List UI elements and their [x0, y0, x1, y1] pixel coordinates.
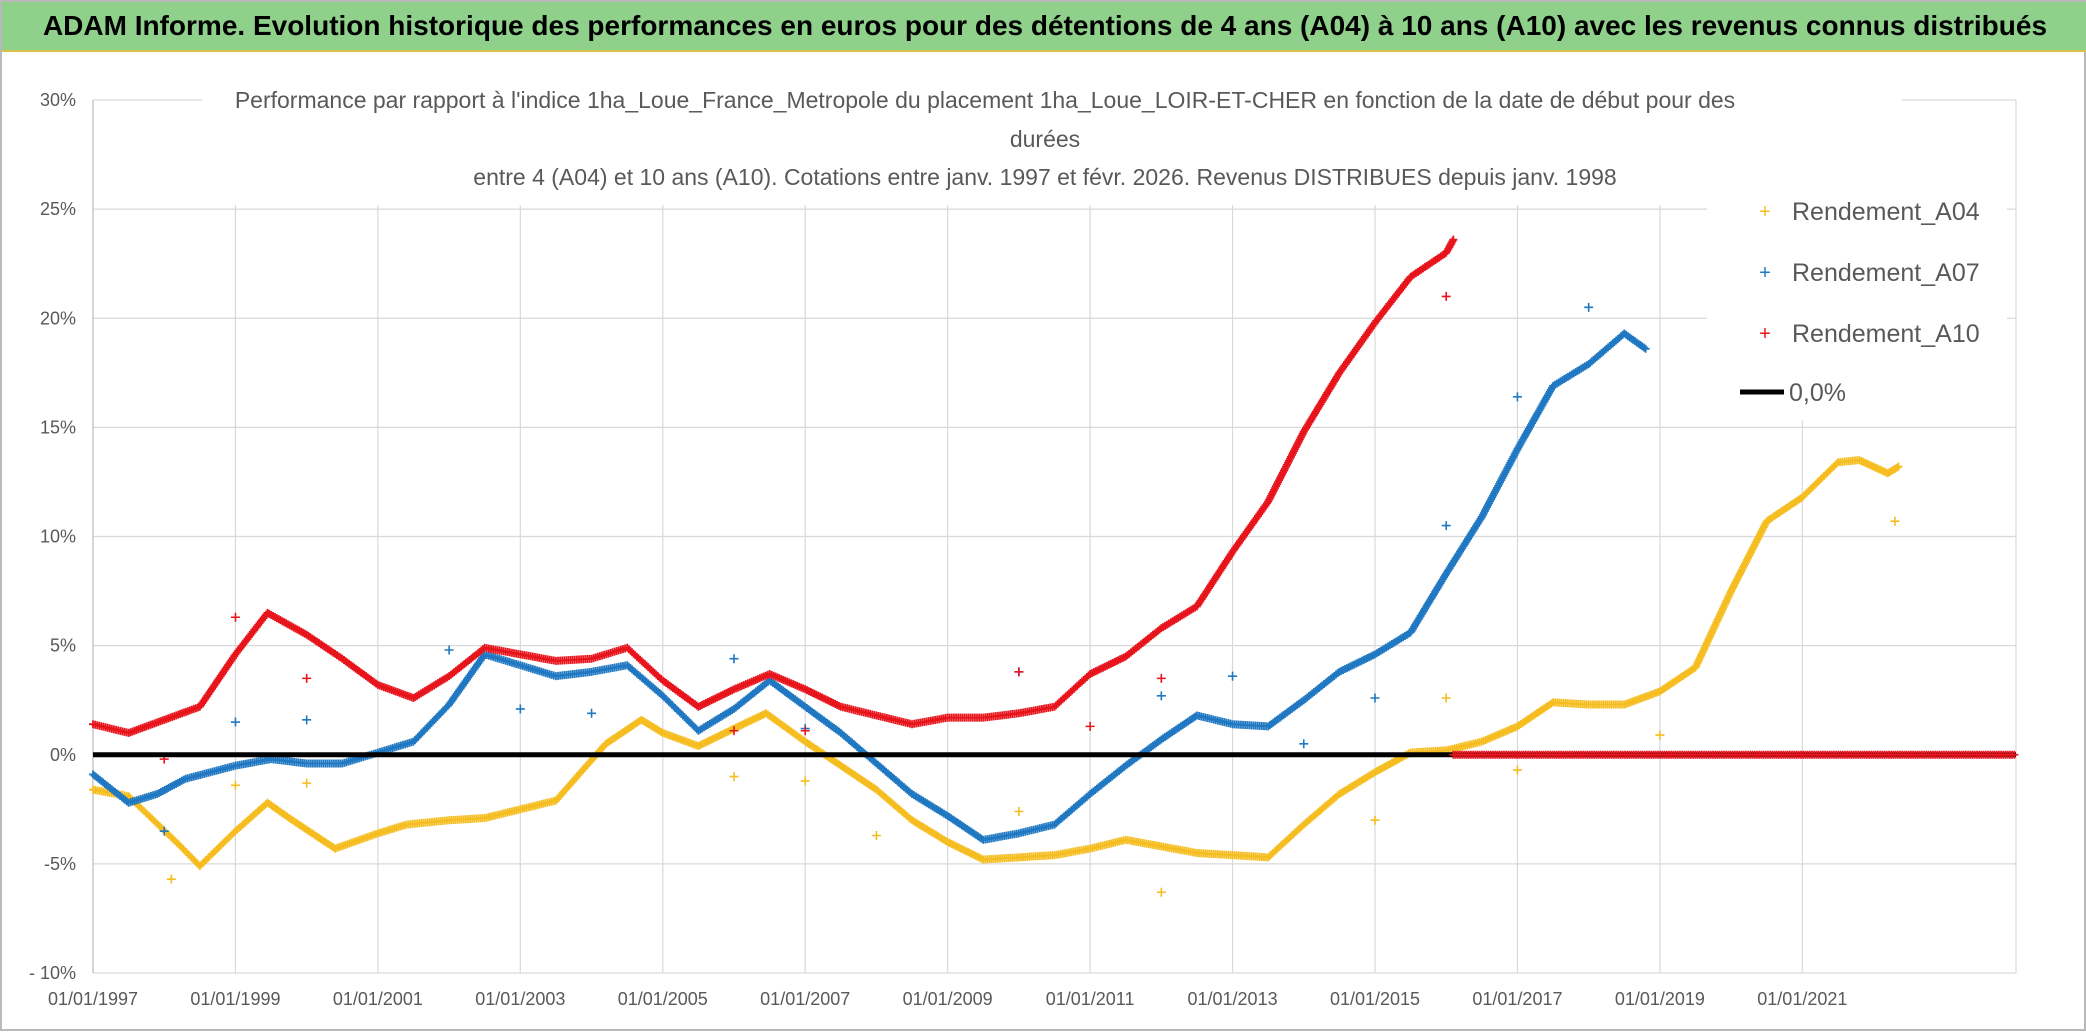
- series-point: [159, 826, 169, 836]
- series-point: [1156, 691, 1166, 701]
- series-point: [230, 717, 240, 727]
- series-point: [1156, 673, 1166, 683]
- a10-zero-tail: [1449, 750, 2019, 759]
- chart-title-line-3: entre 4 (A04) et 10 ans (A10). Cotations…: [473, 164, 1616, 190]
- series-trail: [1449, 750, 2019, 759]
- x-tick-label: 01/01/2005: [618, 989, 708, 1009]
- series-point: [302, 715, 312, 725]
- y-axis-ticks: 30% 25% 20% 15% 10% 5% 0% -5% - 10%: [29, 90, 76, 983]
- chart-title-line-1: Performance par rapport à l'indice 1ha_L…: [235, 87, 1735, 113]
- legend-label-zero: 0,0%: [1789, 379, 1846, 407]
- series-point: [800, 726, 810, 736]
- y-tick-label: 0%: [50, 745, 76, 765]
- x-tick-label: 01/01/2015: [1330, 989, 1420, 1009]
- series-point: [587, 708, 597, 718]
- x-tick-label: 01/01/1999: [190, 989, 280, 1009]
- x-tick-label: 01/01/2009: [903, 989, 993, 1009]
- series-point: [729, 772, 739, 782]
- series-point: [1299, 739, 1309, 749]
- series-point: [166, 874, 176, 884]
- series-trail: [89, 235, 1458, 737]
- chart-legend: + Rendement_A04 + Rendement_A07 + Rendem…: [1707, 190, 2007, 420]
- series-trail: [89, 456, 1903, 871]
- y-tick-label: 10%: [40, 527, 76, 547]
- legend-marker-a10: +: [1759, 323, 1771, 345]
- series-point: [230, 612, 240, 622]
- series-point: [1512, 765, 1522, 775]
- series-point: [1228, 671, 1238, 681]
- series-point: [729, 654, 739, 664]
- x-tick-label: 01/01/2019: [1615, 989, 1705, 1009]
- y-tick-label: 25%: [40, 199, 76, 219]
- report-title: ADAM Informe. Evolution historique des p…: [42, 10, 2048, 41]
- series-rendement-a04: [89, 456, 1903, 897]
- report-banner: ADAM Informe. Evolution historique des p…: [2, 2, 2086, 52]
- series-point: [444, 645, 454, 655]
- series-point: [1370, 815, 1380, 825]
- series-point: [1441, 291, 1451, 301]
- legend-backdrop: [1707, 190, 2007, 420]
- series-point: [729, 726, 739, 736]
- x-tick-label: 01/01/2013: [1188, 989, 1278, 1009]
- series-rendement-a10: [89, 235, 1458, 764]
- y-tick-label: 5%: [50, 636, 76, 656]
- series-point: [230, 780, 240, 790]
- series-layer: [89, 235, 1903, 897]
- x-tick-label: 01/01/2001: [333, 989, 423, 1009]
- series-point: [1512, 392, 1522, 402]
- y-tick-label: -5%: [44, 854, 76, 874]
- x-tick-label: 01/01/2021: [1757, 989, 1847, 1009]
- series-point: [1655, 730, 1665, 740]
- series-point: [800, 776, 810, 786]
- x-tick-label: 01/01/1997: [48, 989, 138, 1009]
- y-tick-label: 15%: [40, 417, 76, 437]
- legend-marker-a04: +: [1759, 201, 1771, 223]
- chart-title-backdrop: [202, 70, 1902, 205]
- x-axis-ticks: 01/01/1997 01/01/1999 01/01/2001 01/01/2003…: [48, 989, 1847, 1009]
- x-tick-label: 01/01/2011: [1046, 989, 1135, 1009]
- x-tick-label: 01/01/2017: [1472, 989, 1562, 1009]
- series-point: [1085, 721, 1095, 731]
- series-point: [302, 778, 312, 788]
- series-point: [1441, 521, 1451, 531]
- series-point: [871, 831, 881, 841]
- y-tick-label: 20%: [40, 308, 76, 328]
- legend-label-a10: Rendement_A10: [1792, 320, 1980, 348]
- series-point: [1441, 693, 1451, 703]
- series-point: [302, 673, 312, 683]
- series-point: [1584, 302, 1594, 312]
- x-tick-label: 01/01/2007: [760, 989, 850, 1009]
- legend-label-a07: Rendement_A07: [1792, 259, 1980, 287]
- series-point: [1370, 693, 1380, 703]
- y-tick-label: 30%: [40, 90, 76, 110]
- y-tick-label: - 10%: [29, 963, 76, 983]
- chart-title-line-2: durées: [1010, 126, 1080, 152]
- x-tick-label: 01/01/2003: [475, 989, 565, 1009]
- series-point: [1890, 516, 1900, 526]
- series-trail: [89, 329, 1650, 844]
- series-point: [1156, 887, 1166, 897]
- series-point: [515, 704, 525, 714]
- series-point: [1014, 806, 1024, 816]
- series-point: [1014, 667, 1024, 677]
- series-rendement-a07: [89, 302, 1650, 844]
- legend-label-a04: Rendement_A04: [1792, 198, 1980, 226]
- legend-marker-a07: +: [1759, 262, 1771, 284]
